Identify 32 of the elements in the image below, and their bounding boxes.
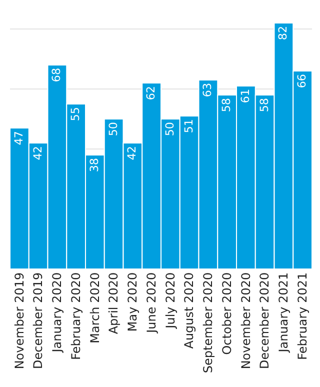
x-tick-label: February 2020 [68,272,83,360]
data-label: 51 [182,118,196,134]
data-label: 61 [238,88,252,104]
data-label: 63 [201,82,214,98]
x-tick-label: September 2020 [201,272,216,374]
data-label: 82 [276,26,290,40]
data-label: 58 [258,98,271,112]
data-label: 58 [220,98,234,112]
data-label: 50 [106,122,120,136]
data-label: 50 [163,122,176,136]
x-tick-label: April 2020 [106,272,121,334]
data-label: 66 [296,74,309,88]
x-tick-label: February 2021 [295,272,310,360]
x-tick-label: August 2020 [182,272,196,349]
data-label: 68 [50,68,64,82]
data-label: 42 [126,146,139,160]
x-tick-label: December 2020 [258,272,272,369]
x-tick-label: January 2021 [276,272,291,354]
x-tick-label: November 2019 [12,272,26,370]
x-tick-label: March 2020 [88,272,102,344]
x-tick-label: July 2020 [163,272,178,330]
x-tick-label: June 2020 [144,272,158,334]
x-tick-label: December 2019 [31,272,46,369]
data-label: 62 [144,86,158,100]
data-label: 38 [88,158,101,172]
x-tick-label: November 2020 [238,272,253,370]
x-tick-label: January 2020 [50,272,64,354]
x-tick-label: October 2020 [220,272,234,355]
data-label: 55 [69,106,82,122]
data-label: 47 [12,130,26,146]
x-tick-label: May 2020 [126,272,140,332]
data-label: 42 [31,146,44,160]
